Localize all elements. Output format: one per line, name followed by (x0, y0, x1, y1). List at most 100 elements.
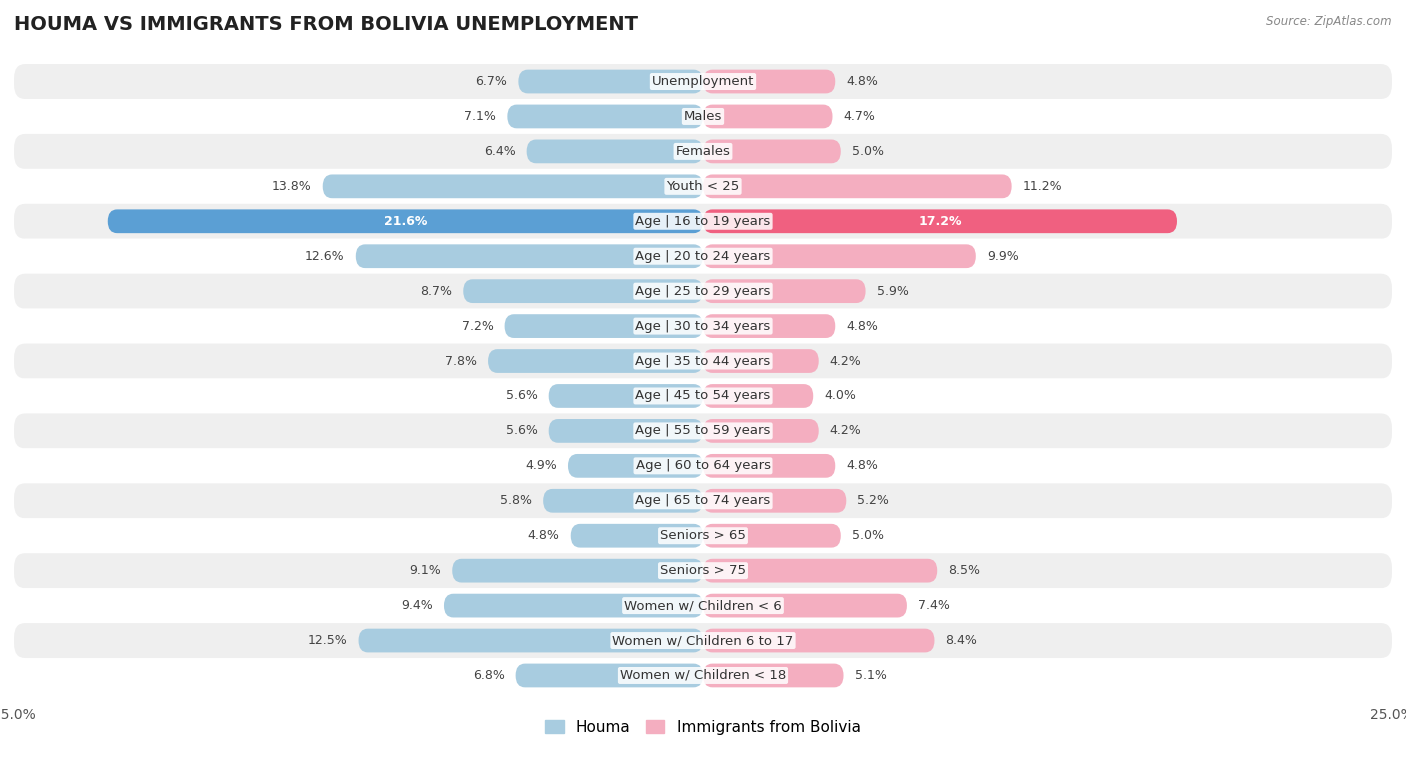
Text: Women w/ Children < 6: Women w/ Children < 6 (624, 599, 782, 612)
FancyBboxPatch shape (703, 70, 835, 93)
Text: 5.0%: 5.0% (852, 529, 884, 542)
FancyBboxPatch shape (14, 588, 1392, 623)
Text: Males: Males (683, 110, 723, 123)
FancyBboxPatch shape (108, 210, 703, 233)
Text: Age | 45 to 54 years: Age | 45 to 54 years (636, 389, 770, 403)
Text: Unemployment: Unemployment (652, 75, 754, 88)
FancyBboxPatch shape (703, 384, 813, 408)
Text: 5.6%: 5.6% (506, 425, 537, 438)
FancyBboxPatch shape (505, 314, 703, 338)
FancyBboxPatch shape (703, 454, 835, 478)
Text: 17.2%: 17.2% (918, 215, 962, 228)
Text: 4.8%: 4.8% (846, 459, 879, 472)
Text: Seniors > 75: Seniors > 75 (659, 564, 747, 577)
Text: 5.9%: 5.9% (876, 285, 908, 298)
FancyBboxPatch shape (14, 238, 1392, 274)
Legend: Houma, Immigrants from Bolivia: Houma, Immigrants from Bolivia (540, 714, 866, 741)
FancyBboxPatch shape (703, 174, 1012, 198)
Text: 12.5%: 12.5% (308, 634, 347, 647)
FancyBboxPatch shape (548, 384, 703, 408)
Text: 9.1%: 9.1% (409, 564, 441, 577)
Text: Age | 60 to 64 years: Age | 60 to 64 years (636, 459, 770, 472)
FancyBboxPatch shape (703, 593, 907, 618)
Text: 4.2%: 4.2% (830, 354, 862, 368)
FancyBboxPatch shape (359, 628, 703, 653)
Text: Age | 55 to 59 years: Age | 55 to 59 years (636, 425, 770, 438)
Text: 7.8%: 7.8% (446, 354, 477, 368)
FancyBboxPatch shape (14, 99, 1392, 134)
FancyBboxPatch shape (703, 489, 846, 512)
Text: 6.7%: 6.7% (475, 75, 508, 88)
Text: 4.7%: 4.7% (844, 110, 876, 123)
FancyBboxPatch shape (703, 559, 938, 583)
Text: 21.6%: 21.6% (384, 215, 427, 228)
Text: 5.8%: 5.8% (501, 494, 531, 507)
Text: 7.1%: 7.1% (464, 110, 496, 123)
Text: 12.6%: 12.6% (305, 250, 344, 263)
Text: 9.4%: 9.4% (401, 599, 433, 612)
FancyBboxPatch shape (703, 349, 818, 373)
Text: 5.6%: 5.6% (506, 389, 537, 403)
Text: Women w/ Children 6 to 17: Women w/ Children 6 to 17 (613, 634, 793, 647)
FancyBboxPatch shape (703, 104, 832, 129)
FancyBboxPatch shape (14, 448, 1392, 483)
FancyBboxPatch shape (323, 174, 703, 198)
FancyBboxPatch shape (14, 169, 1392, 204)
FancyBboxPatch shape (444, 593, 703, 618)
Text: Source: ZipAtlas.com: Source: ZipAtlas.com (1267, 15, 1392, 28)
FancyBboxPatch shape (14, 274, 1392, 309)
Text: 4.8%: 4.8% (846, 319, 879, 332)
Text: Age | 65 to 74 years: Age | 65 to 74 years (636, 494, 770, 507)
FancyBboxPatch shape (703, 314, 835, 338)
FancyBboxPatch shape (527, 139, 703, 164)
Text: Youth < 25: Youth < 25 (666, 180, 740, 193)
Text: 4.8%: 4.8% (527, 529, 560, 542)
Text: 13.8%: 13.8% (271, 180, 312, 193)
Text: 9.9%: 9.9% (987, 250, 1018, 263)
FancyBboxPatch shape (703, 210, 1177, 233)
Text: 8.4%: 8.4% (945, 634, 977, 647)
FancyBboxPatch shape (571, 524, 703, 547)
FancyBboxPatch shape (14, 553, 1392, 588)
FancyBboxPatch shape (463, 279, 703, 303)
Text: Age | 25 to 29 years: Age | 25 to 29 years (636, 285, 770, 298)
Text: Age | 20 to 24 years: Age | 20 to 24 years (636, 250, 770, 263)
FancyBboxPatch shape (356, 245, 703, 268)
FancyBboxPatch shape (703, 419, 818, 443)
Text: 4.8%: 4.8% (846, 75, 879, 88)
FancyBboxPatch shape (14, 134, 1392, 169)
Text: Seniors > 65: Seniors > 65 (659, 529, 747, 542)
Text: 5.0%: 5.0% (852, 145, 884, 158)
FancyBboxPatch shape (703, 139, 841, 164)
Text: 4.9%: 4.9% (526, 459, 557, 472)
FancyBboxPatch shape (568, 454, 703, 478)
Text: Age | 16 to 19 years: Age | 16 to 19 years (636, 215, 770, 228)
Text: 7.4%: 7.4% (918, 599, 950, 612)
Text: Age | 35 to 44 years: Age | 35 to 44 years (636, 354, 770, 368)
FancyBboxPatch shape (14, 658, 1392, 693)
Text: 8.5%: 8.5% (948, 564, 980, 577)
FancyBboxPatch shape (14, 623, 1392, 658)
FancyBboxPatch shape (14, 483, 1392, 519)
FancyBboxPatch shape (14, 309, 1392, 344)
Text: 7.2%: 7.2% (461, 319, 494, 332)
FancyBboxPatch shape (703, 664, 844, 687)
Text: Females: Females (675, 145, 731, 158)
Text: 11.2%: 11.2% (1022, 180, 1063, 193)
FancyBboxPatch shape (14, 204, 1392, 238)
FancyBboxPatch shape (14, 413, 1392, 448)
Text: 4.0%: 4.0% (824, 389, 856, 403)
FancyBboxPatch shape (14, 519, 1392, 553)
Text: 8.7%: 8.7% (420, 285, 453, 298)
Text: Women w/ Children < 18: Women w/ Children < 18 (620, 669, 786, 682)
FancyBboxPatch shape (703, 524, 841, 547)
Text: Age | 30 to 34 years: Age | 30 to 34 years (636, 319, 770, 332)
FancyBboxPatch shape (703, 279, 866, 303)
FancyBboxPatch shape (14, 64, 1392, 99)
FancyBboxPatch shape (519, 70, 703, 93)
FancyBboxPatch shape (508, 104, 703, 129)
FancyBboxPatch shape (453, 559, 703, 583)
FancyBboxPatch shape (703, 628, 935, 653)
FancyBboxPatch shape (488, 349, 703, 373)
FancyBboxPatch shape (548, 419, 703, 443)
